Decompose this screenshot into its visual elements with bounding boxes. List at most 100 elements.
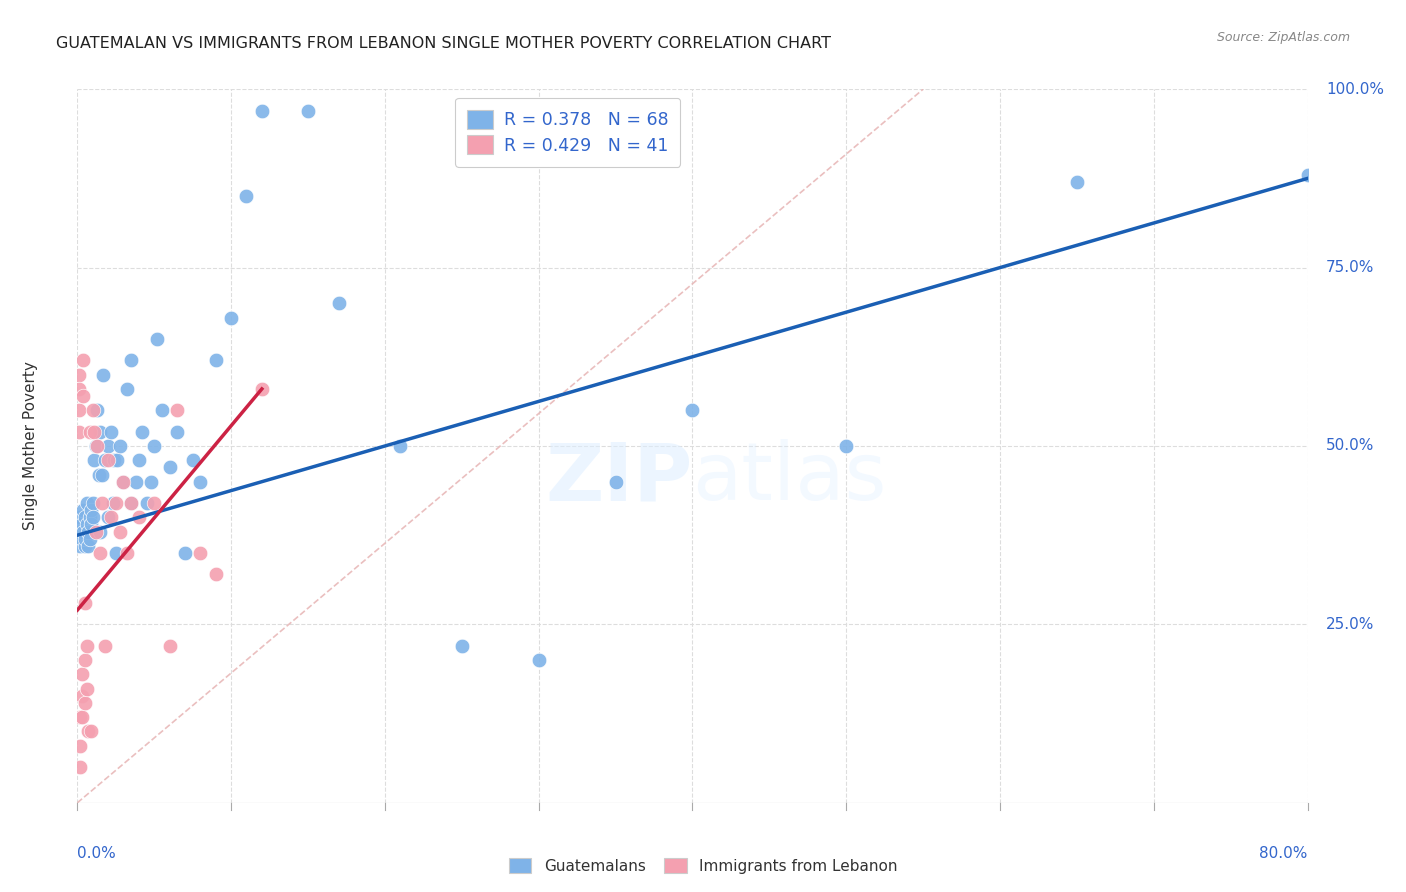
Point [125, 475, 148, 489]
Point [76, 517, 98, 532]
Point [67, 403, 90, 417]
Point [328, 296, 350, 310]
Point [97, 453, 120, 467]
Point [72, 503, 94, 517]
Point [104, 496, 127, 510]
Point [83, 453, 105, 467]
Point [174, 546, 197, 560]
Point [120, 353, 142, 368]
Point [94, 453, 117, 467]
Point [90, 496, 114, 510]
Text: Single Mother Poverty: Single Mother Poverty [22, 361, 38, 531]
Point [82, 403, 104, 417]
Point [135, 496, 157, 510]
Point [143, 496, 166, 510]
Point [141, 475, 163, 489]
Point [70, 689, 93, 703]
Point [297, 103, 319, 118]
Point [128, 510, 150, 524]
Point [389, 439, 412, 453]
Point [76, 639, 98, 653]
Text: Source: ZipAtlas.com: Source: ZipAtlas.com [1216, 31, 1350, 45]
Text: 25.0%: 25.0% [1326, 617, 1375, 632]
Point [100, 510, 122, 524]
Point [105, 453, 128, 467]
Point [204, 567, 226, 582]
Point [120, 496, 142, 510]
Point [69, 539, 91, 553]
Point [76, 496, 98, 510]
Point [159, 460, 181, 475]
Point [150, 403, 173, 417]
Point [219, 310, 242, 325]
Legend: R = 0.378   N = 68, R = 0.429   N = 41: R = 0.378 N = 68, R = 0.429 N = 41 [456, 98, 681, 167]
Point [67, 524, 90, 539]
Point [80, 503, 103, 517]
Point [69, 760, 91, 774]
Point [89, 425, 111, 439]
Point [100, 425, 122, 439]
Point [682, 403, 704, 417]
Text: 75.0%: 75.0% [1326, 260, 1375, 275]
Point [188, 475, 212, 489]
Point [70, 517, 93, 532]
Point [101, 496, 124, 510]
Point [73, 539, 96, 553]
Point [97, 510, 120, 524]
Text: atlas: atlas [693, 439, 887, 517]
Point [128, 453, 150, 467]
Point [110, 439, 132, 453]
Point [115, 382, 138, 396]
Point [235, 189, 257, 203]
Point [1296, 168, 1319, 182]
Point [84, 524, 107, 539]
Point [76, 681, 98, 696]
Point [77, 539, 100, 553]
Point [250, 382, 273, 396]
Point [84, 439, 107, 453]
Point [80, 724, 103, 739]
Point [112, 475, 135, 489]
Legend: Guatemalans, Immigrants from Lebanon: Guatemalans, Immigrants from Lebanon [502, 852, 904, 880]
Text: 50.0%: 50.0% [1326, 439, 1375, 453]
Point [73, 596, 96, 610]
Point [67, 382, 90, 396]
Point [79, 510, 101, 524]
Text: GUATEMALAN VS IMMIGRANTS FROM LEBANON SINGLE MOTHER POVERTY CORRELATION CHART: GUATEMALAN VS IMMIGRANTS FROM LEBANON SI… [56, 36, 831, 51]
Point [79, 425, 101, 439]
Point [131, 425, 153, 439]
Point [70, 710, 93, 724]
Point [835, 439, 858, 453]
Point [86, 439, 108, 453]
Point [87, 467, 110, 482]
Point [77, 724, 100, 739]
Point [450, 639, 472, 653]
Point [143, 439, 166, 453]
Point [527, 653, 550, 667]
Point [77, 524, 100, 539]
Point [83, 425, 105, 439]
Point [73, 532, 96, 546]
Point [93, 368, 115, 382]
Point [112, 475, 135, 489]
Point [159, 639, 181, 653]
Text: 100.0%: 100.0% [1326, 82, 1384, 96]
Point [94, 639, 117, 653]
Point [89, 546, 111, 560]
Point [1066, 175, 1088, 189]
Point [188, 546, 212, 560]
Point [69, 510, 91, 524]
Point [166, 403, 188, 417]
Point [70, 667, 93, 681]
Text: 80.0%: 80.0% [1260, 846, 1308, 861]
Point [70, 532, 93, 546]
Point [103, 453, 125, 467]
Point [90, 467, 114, 482]
Point [120, 496, 142, 510]
Point [69, 710, 91, 724]
Point [80, 517, 103, 532]
Point [104, 546, 127, 560]
Point [250, 103, 273, 118]
Point [69, 739, 91, 753]
Point [73, 696, 96, 710]
